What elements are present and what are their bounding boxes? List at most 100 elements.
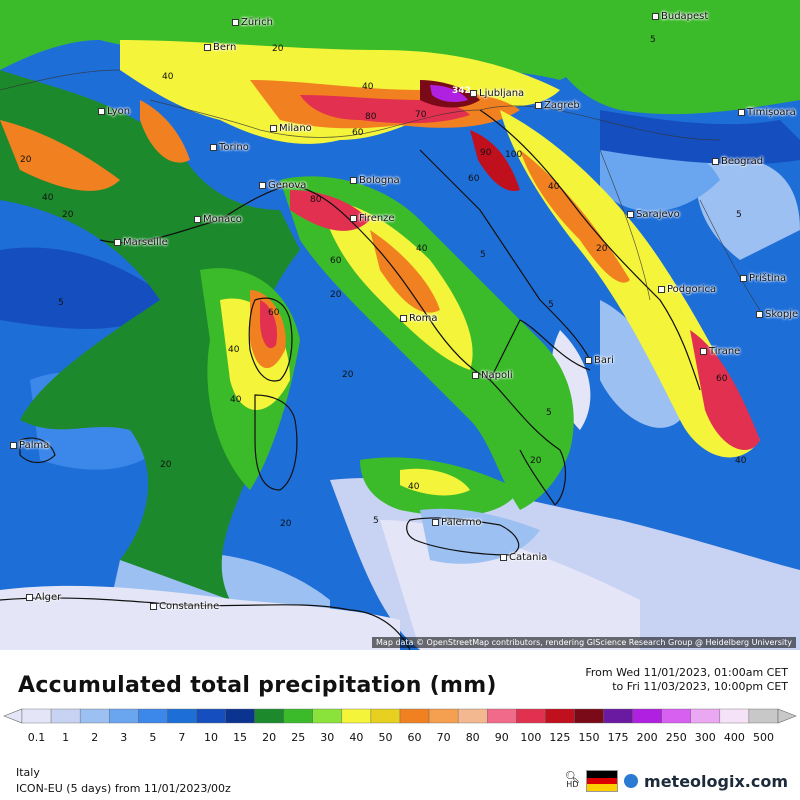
city-label-lyon[interactable]: Lyon: [98, 106, 130, 117]
scale-arrow-right-icon: [777, 708, 797, 724]
city-label-torino[interactable]: Torino: [210, 142, 249, 153]
city-marker-icon: [259, 181, 266, 189]
city-label-catania[interactable]: Catania: [500, 552, 547, 563]
value-label: 80: [310, 195, 322, 205]
city-label-palma[interactable]: Palma: [10, 440, 49, 451]
scale-tick-label: 250: [666, 731, 687, 744]
scale-swatch: [399, 708, 430, 724]
city-label-sarajevo[interactable]: Sarajevo: [627, 209, 680, 220]
city-label-constantine[interactable]: Constantine: [150, 601, 219, 612]
city-marker-icon: [210, 143, 217, 151]
value-label: 5: [650, 35, 656, 45]
scale-arrow-left-icon: [3, 708, 23, 724]
scale-tick-label: 0.1: [28, 731, 46, 744]
hd-toggle[interactable]: 🔍︎ HD: [565, 771, 580, 789]
city-marker-icon: [114, 238, 121, 246]
city-label-budapest[interactable]: Budapest: [652, 11, 708, 22]
city-label-ljubljana[interactable]: Ljubljana: [470, 88, 524, 99]
city-marker-icon: [627, 210, 634, 218]
city-label-podgorica[interactable]: Podgorica: [658, 284, 716, 295]
scale-swatch: [428, 708, 459, 724]
value-label: 70: [415, 110, 427, 120]
scale-tick-label: 2: [91, 731, 98, 744]
scale-swatch: [370, 708, 401, 724]
city-label-skopje[interactable]: Skopje: [756, 309, 798, 320]
city-label-genova[interactable]: Genova: [259, 180, 306, 191]
scale-tick-label: 150: [579, 731, 600, 744]
value-label: 342: [452, 86, 471, 96]
city-label-bari[interactable]: Bari: [585, 355, 614, 366]
brand-area[interactable]: 🔍︎ HD meteologix.com: [565, 768, 788, 794]
city-marker-icon: [350, 176, 357, 184]
meteologix-logo-icon: [624, 774, 639, 788]
city-label-alger[interactable]: Alger: [26, 592, 61, 603]
period-from: From Wed 11/01/2023, 01:00am CET: [585, 666, 788, 679]
value-label: 40: [408, 482, 420, 492]
period-to: to Fri 11/03/2023, 10:00pm CET: [612, 680, 788, 693]
value-label: 5: [548, 300, 554, 310]
city-marker-icon: [400, 314, 407, 322]
value-label: 5: [58, 298, 64, 308]
city-marker-icon: [98, 107, 105, 115]
city-label-firenze[interactable]: Firenze: [350, 213, 395, 224]
city-marker-icon: [10, 441, 17, 449]
scale-tick-label: 40: [349, 731, 363, 744]
scale-swatch: [138, 708, 168, 724]
brand-name[interactable]: meteologix.com: [644, 771, 788, 791]
city-marker-icon: [26, 593, 33, 601]
scale-tick-label: 70: [437, 731, 451, 744]
precipitation-map[interactable]: Zürich Budapest Bern Lyon Milano Ljublja…: [0, 0, 800, 650]
city-label-palermo[interactable]: Palermo: [432, 517, 481, 528]
city-marker-icon: [652, 12, 659, 20]
scale-tick-label: 1: [62, 731, 69, 744]
city-label-bologna[interactable]: Bologna: [350, 175, 400, 186]
scale-swatch: [487, 708, 517, 724]
city-label-tirane[interactable]: Tirane: [700, 346, 740, 357]
scale-swatch: [79, 708, 110, 724]
scale-tick-label: 300: [695, 731, 716, 744]
scale-swatch: [574, 708, 604, 724]
city-label-monaco[interactable]: Monaco: [194, 214, 242, 225]
value-label: 90: [480, 148, 492, 158]
city-marker-icon: [194, 215, 201, 223]
city-label-pristina[interactable]: Priština: [740, 273, 786, 284]
value-label: 100: [505, 150, 523, 160]
value-label: 20: [280, 519, 292, 529]
city-label-bern[interactable]: Bern: [204, 42, 236, 53]
map-attribution: Map data © OpenStreetMap contributors, r…: [372, 637, 796, 648]
city-label-zagreb[interactable]: Zagreb: [535, 100, 580, 111]
value-label: 20: [342, 370, 354, 380]
scale-tick-label: 500: [753, 731, 774, 744]
city-label-marseille[interactable]: Marseille: [114, 237, 168, 248]
city-label-milano[interactable]: Milano: [270, 123, 312, 134]
scale-swatch: [748, 708, 779, 724]
scale-swatch: [516, 708, 546, 724]
scale-swatch: [109, 708, 139, 724]
scale-swatch: [21, 708, 52, 724]
city-label-timisoara[interactable]: Timișoara: [738, 107, 796, 118]
germany-flag-icon[interactable]: [586, 770, 619, 792]
city-marker-icon: [150, 602, 157, 610]
scale-swatch: [545, 708, 575, 724]
model-run-label: ICON-EU (5 days) from 11/01/2023/00z: [16, 782, 231, 795]
scale-tick-label: 60: [408, 731, 422, 744]
value-label: 60: [716, 374, 728, 384]
city-label-roma[interactable]: Roma: [400, 313, 438, 324]
city-label-beograd[interactable]: Beograd: [712, 156, 763, 167]
value-label: 40: [548, 182, 560, 192]
city-label-zurich[interactable]: Zürich: [232, 17, 273, 28]
city-marker-icon: [232, 18, 239, 26]
value-label: 60: [352, 128, 364, 138]
scale-tick-label: 200: [637, 731, 658, 744]
city-marker-icon: [500, 553, 507, 561]
city-label-napoli[interactable]: Napoli: [472, 370, 513, 381]
city-marker-icon: [204, 43, 211, 51]
value-label: 5: [736, 210, 742, 220]
scale-tick-label: 80: [466, 731, 480, 744]
value-label: 60: [468, 174, 480, 184]
scale-tick-label: 125: [549, 731, 570, 744]
scale-swatch: [341, 708, 372, 724]
legend-panel: [0, 650, 800, 800]
scale-swatch: [196, 708, 226, 724]
value-label: 80: [365, 112, 377, 122]
